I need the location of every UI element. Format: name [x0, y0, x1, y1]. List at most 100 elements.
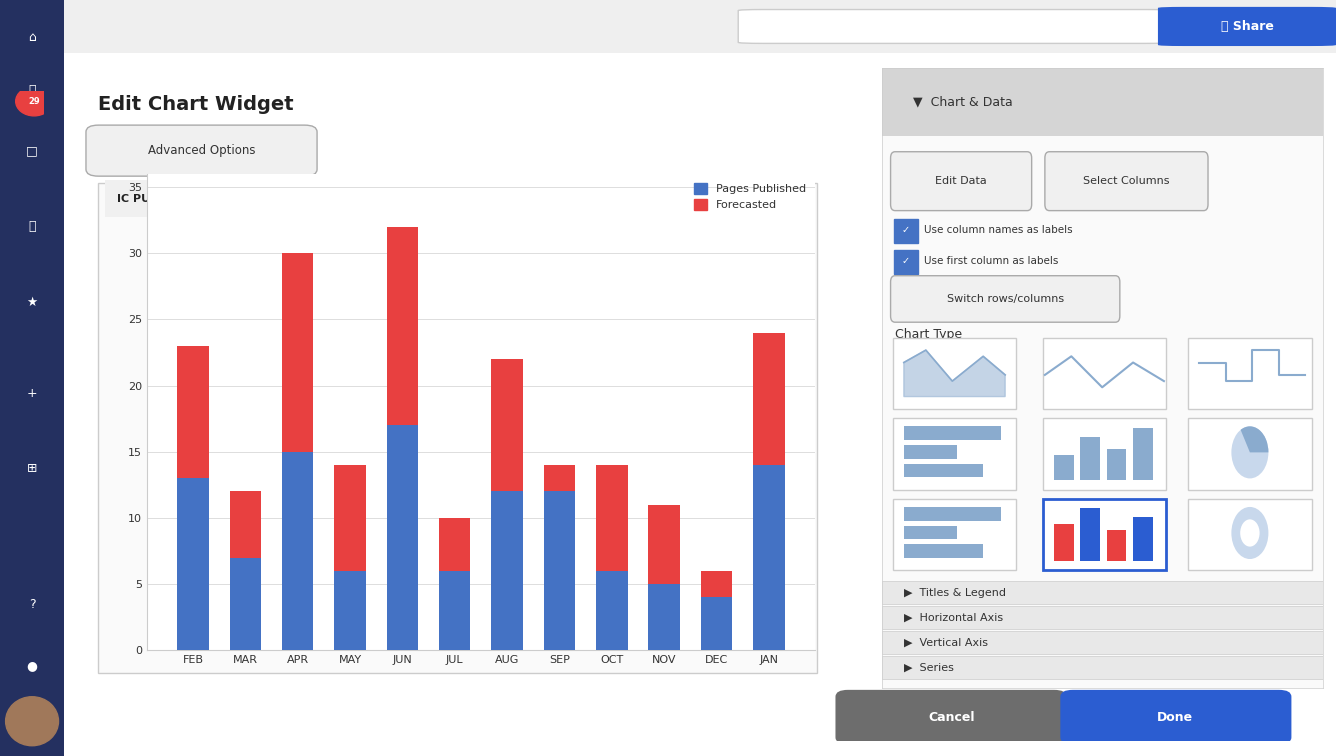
FancyBboxPatch shape [1042, 418, 1166, 490]
Bar [230, 491, 261, 558]
Bar [282, 253, 314, 452]
FancyBboxPatch shape [1042, 338, 1166, 409]
FancyBboxPatch shape [1045, 152, 1208, 211]
FancyBboxPatch shape [892, 418, 1017, 490]
Bar [230, 558, 261, 650]
Text: Select Columns: Select Columns [1083, 176, 1170, 186]
FancyBboxPatch shape [891, 152, 1031, 211]
Bar [596, 571, 628, 650]
Bar [544, 491, 576, 650]
FancyBboxPatch shape [894, 218, 918, 243]
Bar [1054, 455, 1074, 480]
Bar [903, 525, 957, 539]
Text: ▼  Chart & Data: ▼ Chart & Data [912, 96, 1013, 109]
Wedge shape [1241, 426, 1268, 452]
FancyBboxPatch shape [1042, 499, 1166, 570]
Text: ?: ? [29, 598, 35, 612]
Text: ▶  Titles & Legend: ▶ Titles & Legend [903, 588, 1006, 598]
Bar [754, 465, 784, 650]
Text: Cancel: Cancel [929, 711, 975, 723]
FancyBboxPatch shape [882, 655, 1323, 679]
FancyBboxPatch shape [1188, 499, 1312, 570]
FancyBboxPatch shape [892, 499, 1017, 570]
Text: ✓: ✓ [902, 225, 910, 235]
Bar [903, 463, 983, 477]
FancyBboxPatch shape [882, 606, 1323, 629]
Circle shape [16, 87, 52, 116]
Bar [903, 445, 957, 459]
Bar [1133, 428, 1153, 480]
Text: Advanced Options: Advanced Options [148, 144, 257, 156]
Circle shape [1232, 507, 1268, 559]
Legend: Pages Published, Forecasted: Pages Published, Forecasted [691, 179, 810, 213]
Circle shape [5, 697, 59, 745]
Bar [440, 518, 470, 571]
Text: ?   ✕: ? ✕ [1260, 81, 1292, 95]
FancyBboxPatch shape [1188, 338, 1312, 409]
Bar [178, 479, 208, 650]
Text: ⌂: ⌂ [28, 31, 36, 45]
Bar [648, 584, 680, 650]
Bar [1079, 508, 1100, 561]
FancyBboxPatch shape [894, 249, 918, 274]
Bar [386, 425, 418, 650]
Bar [596, 465, 628, 571]
Bar [492, 491, 522, 650]
Bar [701, 571, 732, 597]
Bar [178, 346, 208, 479]
Text: Use first column as labels: Use first column as labels [923, 256, 1058, 266]
Polygon shape [903, 350, 1005, 397]
Bar [334, 571, 366, 650]
Bar [440, 571, 470, 650]
Text: 29: 29 [28, 97, 40, 106]
Text: Switch rows/columns: Switch rows/columns [947, 294, 1063, 304]
Bar [386, 227, 418, 425]
Text: ★: ★ [27, 296, 37, 309]
FancyBboxPatch shape [86, 125, 317, 176]
FancyBboxPatch shape [835, 689, 1066, 744]
Text: □: □ [27, 144, 37, 158]
Bar [1079, 437, 1100, 480]
FancyBboxPatch shape [739, 10, 1170, 43]
Bar [544, 465, 576, 491]
Bar [903, 426, 1001, 440]
Circle shape [1240, 519, 1260, 547]
Bar [1054, 524, 1074, 561]
Bar [903, 544, 983, 558]
Text: ⊞: ⊞ [27, 462, 37, 476]
Text: Done: Done [1157, 711, 1193, 723]
Text: ▶  Series: ▶ Series [903, 662, 954, 673]
Text: ▶  Vertical Axis: ▶ Vertical Axis [903, 638, 987, 648]
FancyBboxPatch shape [99, 183, 816, 673]
Text: +: + [27, 386, 37, 400]
Bar [492, 359, 522, 491]
Bar [334, 465, 366, 571]
Text: 🕐: 🕐 [28, 220, 36, 234]
Bar [903, 507, 1001, 521]
Bar [701, 597, 732, 650]
Text: 👥 Share: 👥 Share [1221, 20, 1273, 33]
FancyBboxPatch shape [1188, 418, 1312, 490]
FancyBboxPatch shape [1061, 689, 1292, 744]
FancyBboxPatch shape [882, 631, 1323, 654]
Circle shape [1232, 426, 1268, 479]
Bar [1106, 449, 1126, 480]
FancyBboxPatch shape [892, 338, 1017, 409]
Text: Edit Chart Widget: Edit Chart Widget [99, 94, 294, 113]
Text: ●: ● [27, 658, 37, 672]
Text: IC PUBLISHED PAGES - For Dashboard: IC PUBLISHED PAGES - For Dashboard [118, 194, 353, 203]
Text: Edit Data: Edit Data [935, 176, 987, 186]
Text: Use column names as labels: Use column names as labels [923, 225, 1073, 235]
FancyBboxPatch shape [882, 581, 1323, 604]
Bar [754, 333, 784, 465]
Text: Chart Type: Chart Type [895, 327, 962, 341]
FancyBboxPatch shape [1158, 7, 1336, 46]
Bar [282, 452, 314, 650]
FancyBboxPatch shape [891, 276, 1120, 322]
Bar [1133, 517, 1153, 561]
Bar [648, 505, 680, 584]
FancyBboxPatch shape [104, 179, 811, 217]
FancyBboxPatch shape [882, 68, 1323, 136]
Bar [1106, 530, 1126, 561]
Text: 🔔: 🔔 [28, 84, 36, 98]
